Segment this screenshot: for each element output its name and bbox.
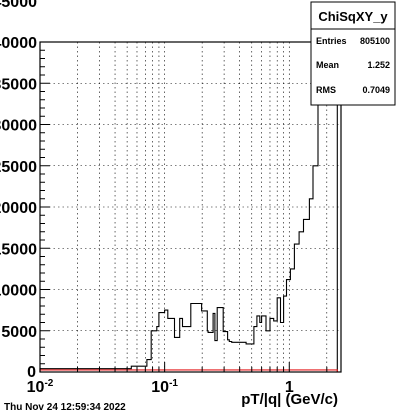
y-tick-label: 20000 — [0, 200, 37, 217]
stats-rms-label: RMS — [316, 85, 336, 95]
y-tick-label: 30000 — [0, 118, 37, 135]
y-tick-label: 5000 — [1, 324, 37, 341]
stats-entries-label: Entries — [316, 36, 347, 46]
histogram-series-0 — [39, 41, 338, 372]
timestamp: Thu Nov 24 12:59:34 2022 — [4, 402, 126, 413]
y-tick-label: 35000 — [0, 76, 37, 93]
stats-title: ChiSqXY_y — [318, 9, 388, 24]
x-axis-title: pT/|q| (GeV/c) — [241, 391, 338, 408]
tick-labels: 5000 10000 15000 20000 25000 30000 35000 40000 4… — [0, 0, 294, 396]
y-tick-label: 40000 — [0, 35, 37, 52]
y-tick-label: 10000 — [0, 283, 37, 300]
x-tick-label: 10-1 — [151, 378, 178, 396]
y-tick-label: 45000 — [0, 0, 37, 11]
stats-entries-value: 805100 — [360, 36, 390, 46]
stats-mean-value: 1.252 — [367, 60, 390, 70]
y-tick-label: 15000 — [0, 241, 37, 258]
stats-rms-value: 0.7049 — [362, 85, 390, 95]
y-tick-label: 25000 — [0, 159, 37, 176]
y-tick-label: 0 — [27, 364, 36, 381]
x-tick-label: 10-2 — [27, 378, 54, 396]
stats-mean-label: Mean — [316, 60, 339, 70]
stats-box: ChiSqXY_y Entries 805100 Mean 1.252 RMS … — [310, 1, 396, 106]
x-tick-label: 1 — [285, 379, 294, 396]
axis-ticks — [39, 41, 328, 373]
